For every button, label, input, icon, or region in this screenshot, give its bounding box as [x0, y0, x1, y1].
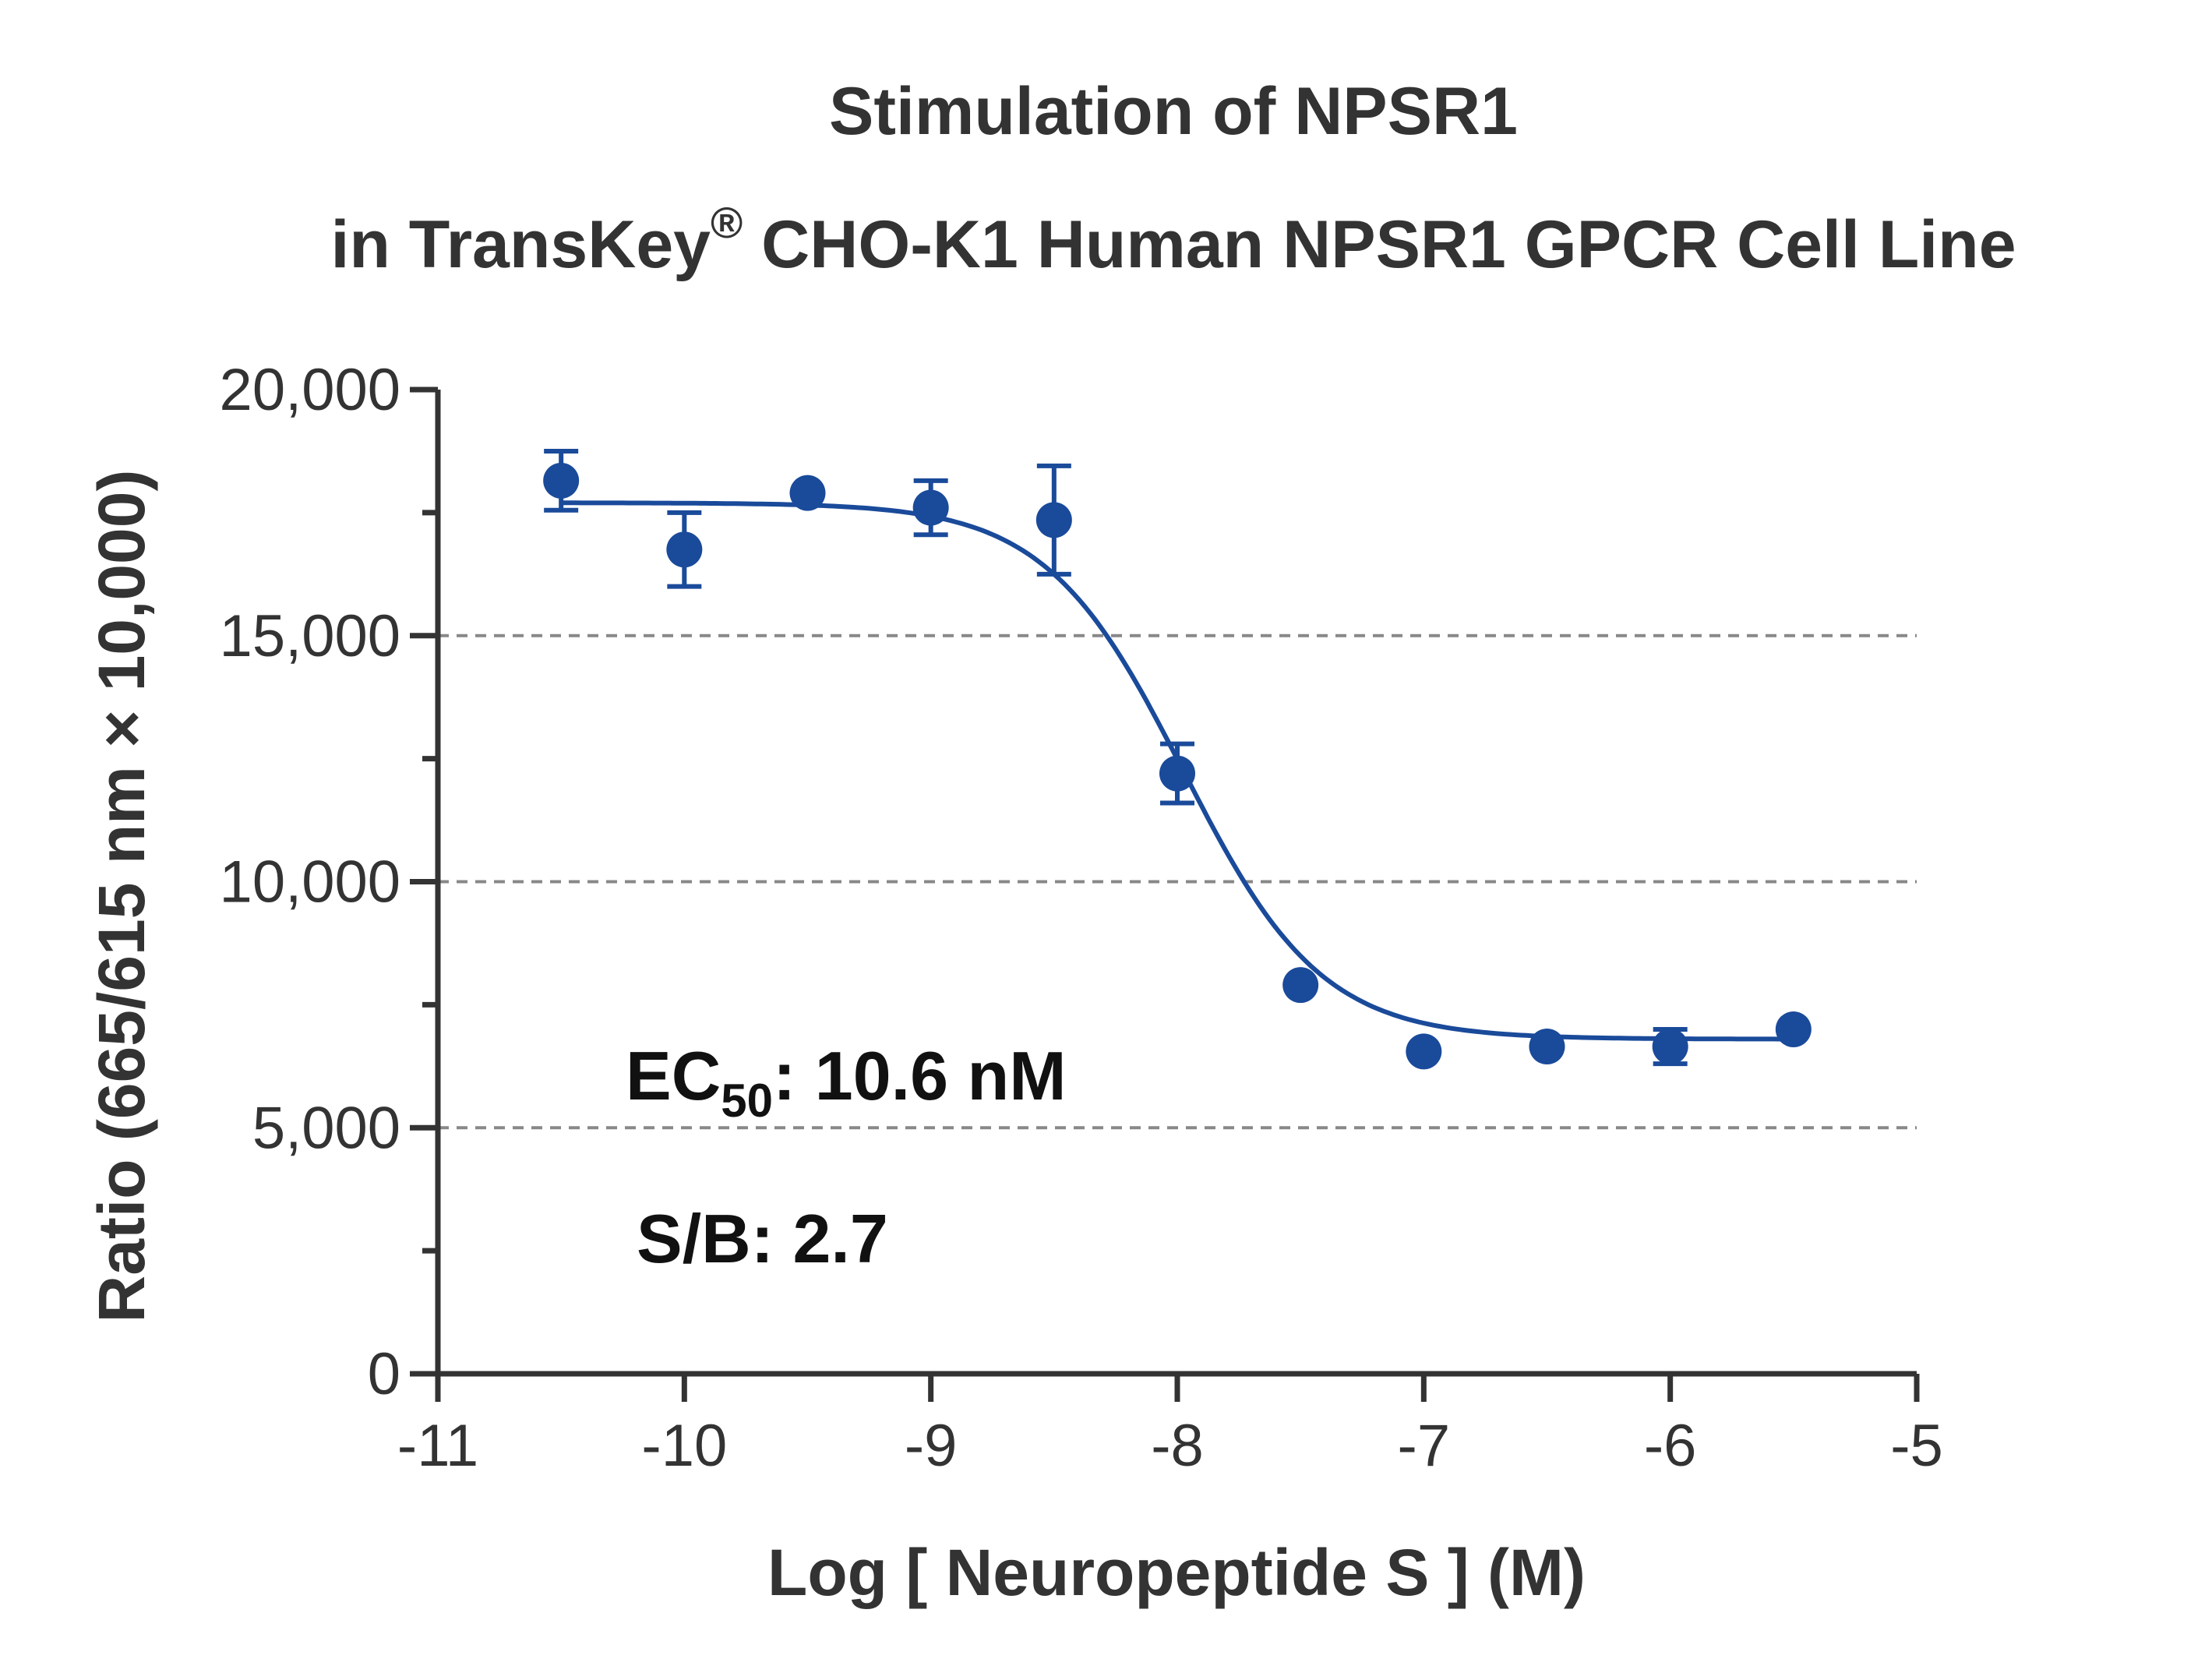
y-tick-label-4: 20,000 — [220, 357, 400, 423]
x-tick-label-6: -5 — [1890, 1413, 1943, 1479]
y-tick-label-0: 0 — [368, 1341, 400, 1407]
data-point-8 — [1529, 1029, 1565, 1065]
x-axis-title: Log [ Neuropeptide S ] (M) — [767, 1536, 1586, 1609]
ec50-annotation: EC50: 10.6 nM — [626, 1037, 1067, 1127]
y-tick-label-1: 5,000 — [252, 1095, 400, 1161]
x-ticks: -11 -10 -9 -8 -7 -6 -5 — [397, 1374, 1943, 1479]
ec50-subscript: 50 — [721, 1075, 773, 1127]
data-point-1 — [666, 531, 703, 568]
y-axis-title: Ratio (665/615 nm × 10,000) — [85, 470, 158, 1323]
chart-title-line2: in TransKey® CHO-K1 Human NPSR1 GPCR Cel… — [330, 198, 2016, 282]
data-point-4 — [1035, 502, 1072, 538]
data-point-5 — [1159, 755, 1195, 792]
data-points — [543, 462, 1812, 1070]
grid-lines — [438, 634, 1917, 1130]
data-point-10 — [1775, 1011, 1812, 1047]
x-tick-label-1: -10 — [641, 1413, 727, 1479]
y-tick-label-3: 15,000 — [220, 603, 400, 669]
chart-title-line1: Stimulation of NPSR1 — [829, 74, 1518, 149]
y-tick-label-2: 10,000 — [220, 849, 400, 916]
ec50-prefix: EC — [626, 1037, 721, 1114]
chart-title-line2-suffix: CHO-K1 Human NPSR1 GPCR Cell Line — [743, 207, 2016, 282]
x-tick-label-2: -9 — [905, 1413, 958, 1479]
chart-title-registered-mark: ® — [711, 198, 743, 247]
x-tick-label-4: -7 — [1398, 1413, 1451, 1479]
data-point-7 — [1406, 1033, 1442, 1070]
error-bars — [544, 448, 1688, 1067]
data-point-6 — [1282, 967, 1319, 1004]
y-ticks: 0 5,000 10,000 15,000 20,000 — [220, 357, 438, 1407]
data-point-2 — [789, 475, 826, 511]
data-point-0 — [543, 462, 580, 499]
x-tick-label-3: -8 — [1151, 1413, 1204, 1479]
data-point-3 — [912, 489, 949, 526]
sb-annotation: S/B: 2.7 — [637, 1200, 888, 1277]
x-tick-label-0: -11 — [397, 1413, 478, 1479]
ec50-value: : 10.6 nM — [773, 1037, 1067, 1114]
chart-title-line2-prefix: in TransKey — [330, 207, 711, 282]
x-tick-label-5: -6 — [1644, 1413, 1697, 1479]
data-point-9 — [1652, 1029, 1688, 1065]
